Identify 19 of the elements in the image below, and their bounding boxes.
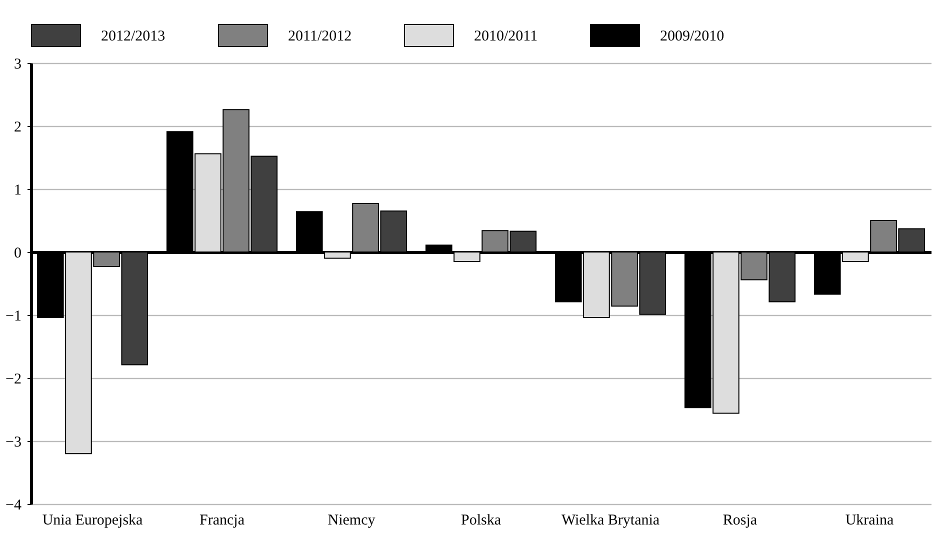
x-tick-label: Rosja bbox=[722, 512, 758, 528]
y-tick-label: −4 bbox=[6, 498, 22, 514]
legend-label: 2012/2013 bbox=[101, 28, 166, 44]
x-tick-label: Unia Europejska bbox=[42, 512, 144, 528]
y-tick-label: 2 bbox=[14, 120, 22, 136]
y-tick-label: −3 bbox=[6, 434, 22, 450]
y-tick-label: 1 bbox=[14, 182, 22, 198]
x-tick-label: Wielka Brytania bbox=[561, 512, 660, 528]
legend-label: 2009/2010 bbox=[660, 28, 724, 44]
x-tick-label: Francja bbox=[200, 512, 245, 528]
legend-label: 2011/2012 bbox=[288, 28, 352, 44]
y-tick-label: −1 bbox=[6, 308, 22, 324]
legend-label: 2010/2011 bbox=[474, 28, 538, 44]
x-tick-label: Ukraina bbox=[845, 512, 894, 528]
y-tick-label: −2 bbox=[6, 372, 22, 388]
x-tick-label: Niemcy bbox=[328, 512, 376, 528]
x-tick-label: Polska bbox=[460, 512, 502, 528]
y-tick-label: 3 bbox=[14, 56, 22, 72]
y-tick-label: 0 bbox=[14, 246, 22, 262]
